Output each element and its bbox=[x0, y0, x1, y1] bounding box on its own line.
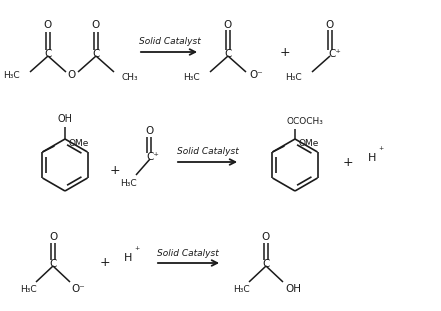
Text: +: + bbox=[343, 156, 353, 169]
Text: C⁺: C⁺ bbox=[329, 49, 341, 59]
Text: O⁻: O⁻ bbox=[71, 284, 85, 294]
Text: O: O bbox=[92, 20, 100, 30]
Text: H₃C: H₃C bbox=[285, 72, 302, 81]
Text: Solid Catalyst: Solid Catalyst bbox=[157, 248, 219, 258]
Text: OCOCH₃: OCOCH₃ bbox=[287, 117, 323, 126]
Text: CH₃: CH₃ bbox=[122, 72, 138, 81]
Text: O: O bbox=[68, 70, 76, 80]
Text: Solid Catalyst: Solid Catalyst bbox=[139, 38, 201, 47]
Text: Solid Catalyst: Solid Catalyst bbox=[177, 147, 239, 156]
Text: OMe: OMe bbox=[299, 140, 319, 148]
Text: O: O bbox=[49, 232, 57, 242]
Text: O: O bbox=[145, 126, 153, 136]
Text: +: + bbox=[100, 257, 110, 270]
Text: H: H bbox=[124, 253, 132, 263]
Text: +: + bbox=[110, 164, 120, 177]
Text: H₃C: H₃C bbox=[4, 71, 20, 80]
Text: C: C bbox=[224, 49, 232, 59]
Text: OH: OH bbox=[57, 114, 72, 124]
Text: O: O bbox=[262, 232, 270, 242]
Text: ⁺: ⁺ bbox=[135, 246, 140, 256]
Text: +: + bbox=[280, 45, 290, 58]
Text: OH: OH bbox=[285, 284, 301, 294]
Text: O: O bbox=[44, 20, 52, 30]
Text: C⁺: C⁺ bbox=[146, 152, 160, 162]
Text: O: O bbox=[326, 20, 334, 30]
Text: C: C bbox=[44, 49, 52, 59]
Text: H: H bbox=[368, 153, 376, 163]
Text: H₃C: H₃C bbox=[20, 285, 36, 294]
Text: H₃C: H₃C bbox=[233, 285, 249, 294]
Text: ⁺: ⁺ bbox=[378, 146, 384, 156]
Text: O⁻: O⁻ bbox=[249, 70, 263, 80]
Text: C: C bbox=[92, 49, 100, 59]
Text: H₃C: H₃C bbox=[183, 72, 200, 81]
Text: H₃C: H₃C bbox=[120, 179, 136, 188]
Text: O: O bbox=[224, 20, 232, 30]
Text: C: C bbox=[49, 259, 57, 269]
Text: C: C bbox=[262, 259, 270, 269]
Text: OMe: OMe bbox=[68, 140, 89, 148]
